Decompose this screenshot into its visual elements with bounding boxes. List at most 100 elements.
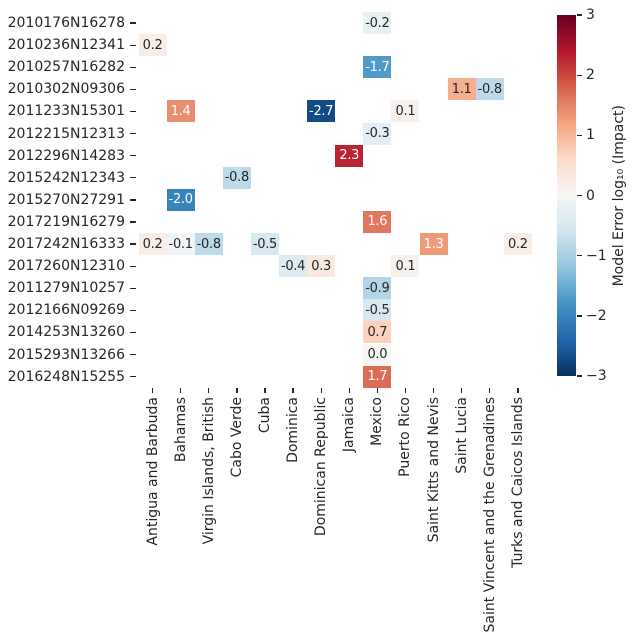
heatmap-cell-value: -0.1: [168, 236, 193, 252]
x-axis-tick-mark: [432, 388, 435, 393]
x-axis-tick-mark: [348, 388, 350, 393]
y-axis-label: 2016248N15255: [7, 368, 125, 385]
y-axis-label: 2011279N10257: [7, 280, 125, 297]
y-axis-tick-mark: [130, 287, 136, 289]
y-axis-tick-mark: [130, 88, 136, 91]
x-axis-label: Cabo Verde: [223, 397, 251, 477]
y-axis-tick-mark: [130, 132, 136, 135]
heatmap-cell-value: 1.7: [367, 369, 388, 385]
x-axis-label-text: Saint Kitts and Nevis: [425, 397, 442, 543]
heatmap-cell: 1.3: [419, 233, 448, 256]
heatmap-cell: 0.2: [138, 34, 167, 57]
heatmap-cell-value: 1.3: [423, 236, 444, 252]
heatmap-cell: -0.3: [363, 122, 392, 145]
colorbar-tick-mark: [577, 14, 582, 16]
x-axis-label: Saint Lucia: [448, 397, 476, 474]
y-axis-label: 2010176N16278: [7, 15, 125, 31]
heatmap-cell-value: -0.2: [365, 15, 390, 31]
x-axis-tick-mark: [292, 388, 294, 393]
heatmap-cell: -0.8: [194, 233, 223, 256]
y-axis-label: 2012166N09269: [7, 302, 125, 319]
heatmap-cell-value: 0.7: [367, 324, 388, 340]
x-axis-label: Dominican Republic: [307, 397, 335, 536]
x-axis-label: Saint Vincent and the Grenadines: [476, 397, 504, 632]
heatmap-cell-value: 1.6: [367, 214, 388, 230]
x-axis-label-text: Mexico: [369, 397, 386, 446]
y-axis-tick-mark: [130, 110, 136, 113]
colorbar-tick-label: −3: [586, 368, 607, 384]
heatmap-cell: 0.3: [307, 255, 336, 278]
x-axis-tick-mark: [376, 388, 379, 393]
x-axis-label: Dominica: [279, 397, 307, 463]
heatmap-cell-value: -1.7: [365, 59, 390, 75]
heatmap-cell-value: 0.2: [142, 236, 163, 252]
y-axis-tick-mark: [130, 22, 136, 24]
y-axis-label: 2015242N12343: [7, 169, 125, 186]
heatmap-cell-value: -0.9: [365, 280, 390, 296]
heatmap-cell-value: 0.0: [367, 347, 388, 363]
y-axis-tick-mark: [130, 309, 136, 312]
x-axis-label-text: Bahamas: [172, 397, 189, 463]
colorbar-tick-label: −1: [586, 247, 607, 264]
colorbar-tick-mark: [577, 74, 582, 76]
y-axis-label: 2017219N16279: [7, 213, 125, 230]
heatmap-cell: -0.1: [166, 233, 195, 256]
x-axis-tick-mark: [320, 388, 322, 393]
x-axis-label: Virgin Islands, British: [195, 397, 223, 544]
heatmap-cell-value: -0.4: [280, 258, 306, 274]
heatmap-cell-value: -0.8: [224, 170, 249, 186]
x-axis-label-text: Saint Vincent and the Grenadines: [481, 397, 498, 633]
heatmap-cell-value: 0.3: [311, 258, 332, 274]
heatmap-cell-value: 1.4: [170, 103, 191, 119]
heatmap-cell-value: -2.7: [309, 103, 334, 119]
colorbar-tick-mark: [577, 375, 582, 377]
heatmap-cell-value: -2.0: [168, 192, 193, 208]
x-axis-tick-mark: [151, 388, 154, 393]
x-axis-label: Saint Kitts and Nevis: [420, 397, 448, 542]
y-axis-tick-mark: [130, 44, 136, 46]
y-axis-label: 2010257N16282: [7, 59, 125, 76]
y-axis-label: 2010302N09306: [7, 81, 125, 98]
y-axis-label: 2015293N13266: [7, 346, 125, 363]
heatmap-cell: 0.0: [363, 343, 392, 366]
x-axis-tick-mark: [517, 388, 519, 393]
y-axis-tick-mark: [130, 331, 136, 334]
heatmap-cell: 1.1: [447, 78, 476, 101]
heatmap-cell: -0.2: [363, 12, 392, 35]
y-axis-tick-mark: [130, 177, 136, 179]
heatmap-cell-value: 2.3: [339, 148, 360, 164]
x-axis-label: Mexico: [363, 397, 391, 446]
y-axis-tick-mark: [130, 199, 136, 201]
heatmap-cell: 0.1: [391, 100, 420, 123]
colorbar-tick-label: 0: [586, 187, 595, 204]
x-axis-label: Puerto Rico: [391, 397, 419, 477]
colorbar-tick-mark: [577, 315, 582, 317]
heatmap-cell-value: 0.1: [395, 103, 416, 119]
heatmap-cell: -0.5: [250, 233, 279, 256]
heatmap-cell-value: 0.1: [395, 258, 416, 274]
heatmap-cell: 2.3: [335, 144, 364, 167]
x-axis-label-text: Cuba: [256, 397, 273, 434]
x-axis-label-text: Antigua and Barbuda: [144, 397, 161, 546]
y-axis-tick-mark: [130, 265, 136, 267]
colorbar-tick-mark: [577, 134, 582, 137]
y-axis-tick-mark: [130, 66, 136, 68]
colorbar-tick-label: 2: [586, 67, 595, 84]
heatmap-cell: 1.7: [363, 365, 392, 388]
heatmap-cell: 0.2: [138, 233, 167, 256]
y-axis-tick-mark: [130, 221, 136, 223]
x-axis-label-text: Dominican Republic: [313, 397, 330, 537]
y-axis-label: 2010236N12341: [7, 37, 125, 54]
y-axis-label: 2015270N27291: [7, 191, 125, 208]
x-axis-label-text: Dominica: [285, 397, 302, 463]
x-axis-tick-mark: [208, 388, 210, 393]
heatmap-cell: -0.8: [222, 166, 251, 189]
heatmap-cell: -0.8: [475, 78, 504, 101]
x-axis-label-text: Saint Lucia: [453, 397, 470, 474]
heatmap-cell: 1.6: [363, 210, 392, 233]
y-axis-label: 2017242N16333: [7, 236, 125, 252]
x-axis-label-text: Turks and Caicos Islands: [509, 397, 526, 568]
y-axis-tick-mark: [130, 353, 136, 356]
heatmap-cell: 0.1: [391, 255, 420, 278]
